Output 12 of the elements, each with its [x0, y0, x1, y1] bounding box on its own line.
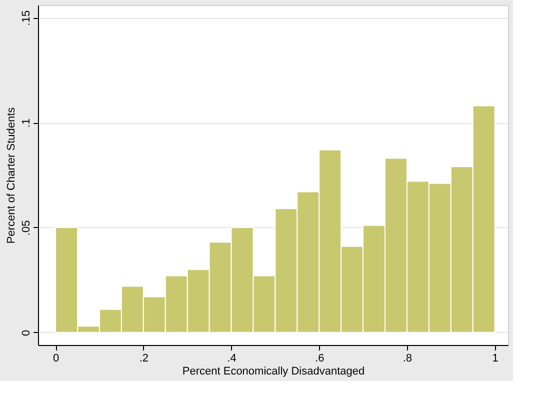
y-tick-label: .05: [20, 220, 32, 236]
x-tick-label: 0: [53, 352, 60, 364]
y-tick-label: .15: [20, 10, 32, 26]
x-tick-label: 1: [492, 352, 498, 364]
y-tick-label: 0: [20, 330, 32, 336]
y-tick-label: .1: [20, 118, 32, 128]
x-tick-label: .4: [227, 352, 236, 364]
x-tick-label: .6: [315, 352, 324, 364]
x-tick-label: .2: [139, 352, 149, 364]
x-axis-title: Percent Economically Disadvantaged: [182, 366, 365, 378]
y-axis-title: Percent of Charter Students: [6, 106, 18, 244]
x-tick-label: .8: [402, 352, 412, 364]
